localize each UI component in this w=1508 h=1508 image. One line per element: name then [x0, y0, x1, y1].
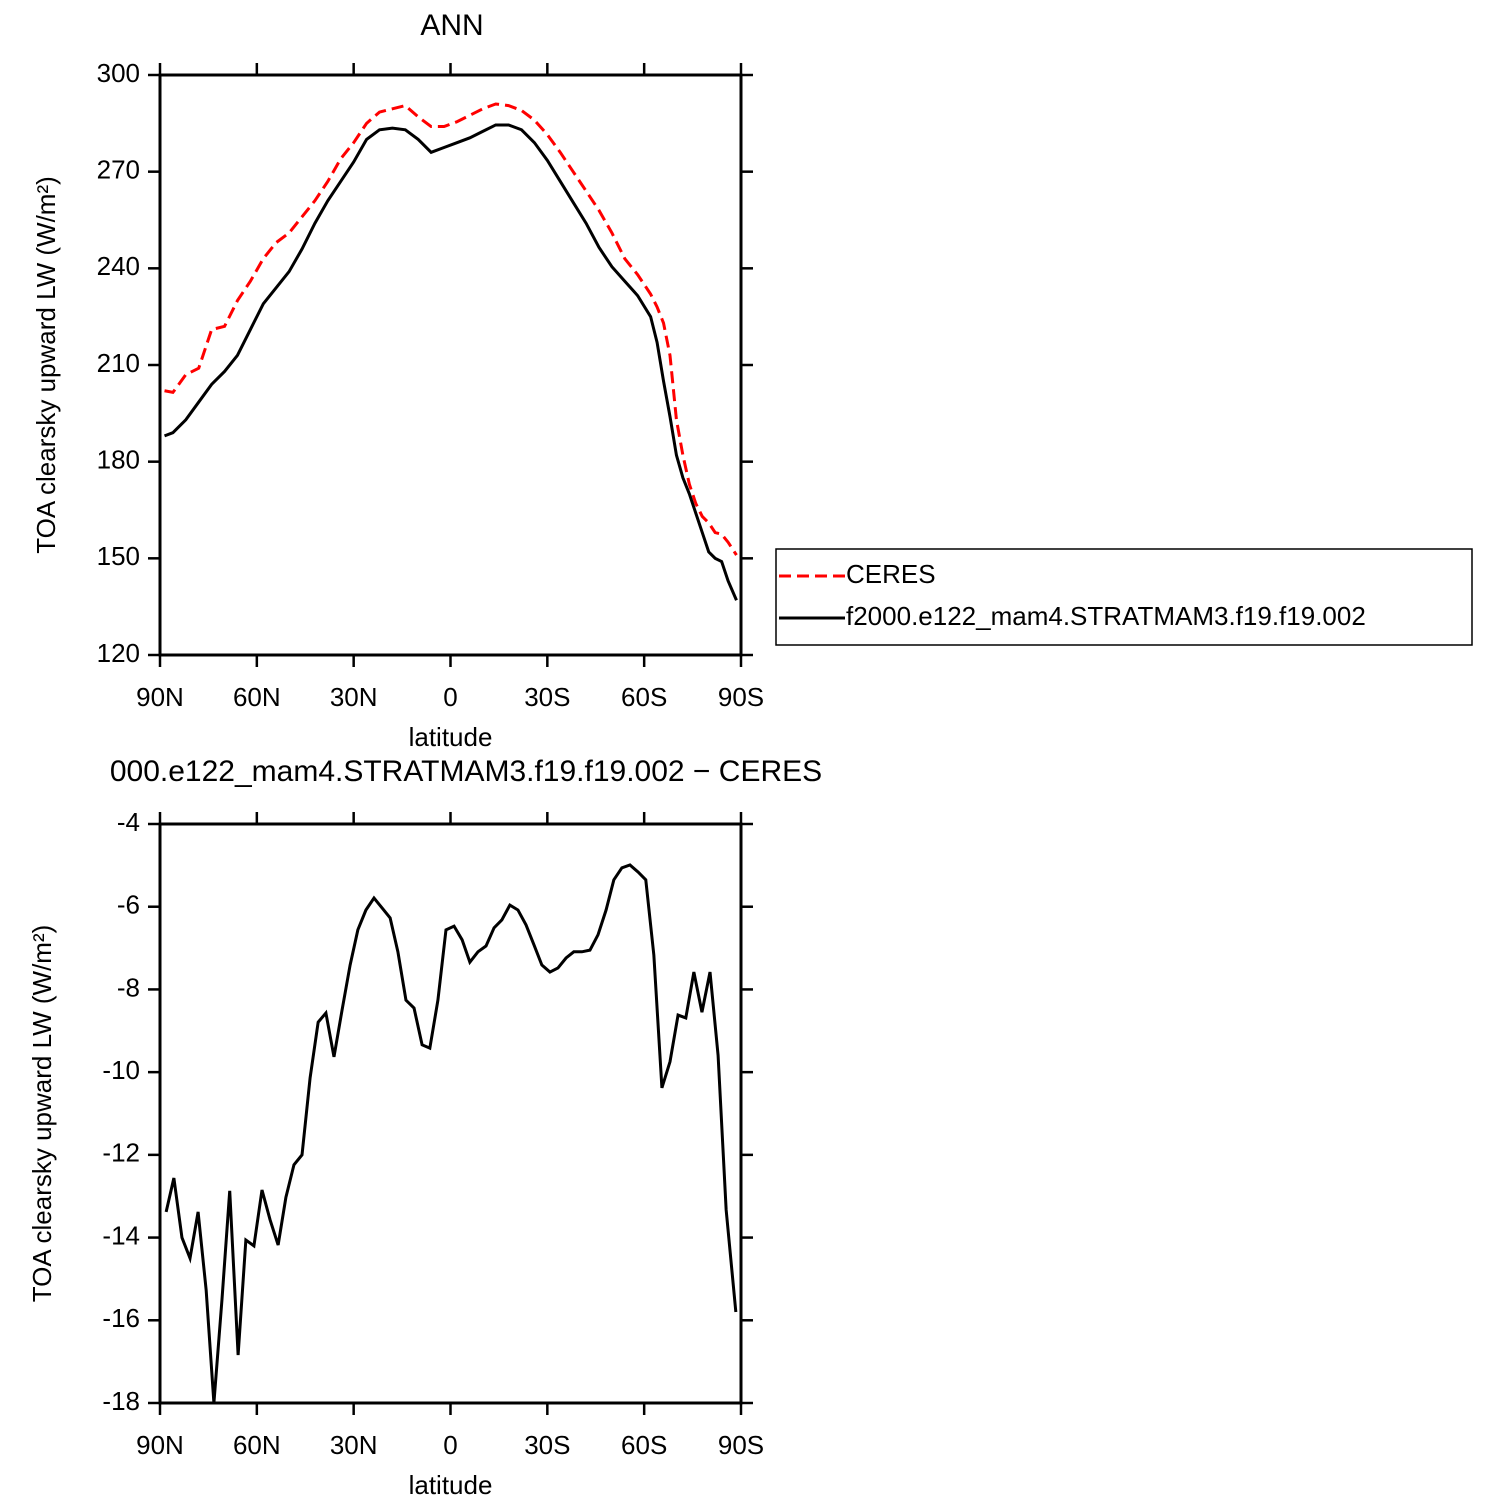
x-tick-label: 0 [443, 1430, 457, 1460]
y-tick-label: 270 [97, 155, 140, 185]
y-tick-label: -12 [102, 1138, 140, 1168]
y-tick-label: -18 [102, 1386, 140, 1416]
chart-title: ANN [420, 9, 483, 42]
x-tick-label: 90S [718, 682, 764, 712]
data-line [164, 102, 738, 556]
y-axis-label: TOA clearsky upward LW (W/m²) [27, 925, 57, 1303]
y-tick-label: -16 [102, 1303, 140, 1333]
x-tick-label: 30N [330, 1430, 378, 1460]
x-tick-label: 0 [443, 682, 457, 712]
x-tick-label: 30S [524, 1430, 570, 1460]
data-line [163, 123, 738, 601]
y-tick-label: -14 [102, 1220, 140, 1250]
x-axis-label: latitude [409, 1470, 493, 1500]
legend-label: CERES [846, 559, 936, 589]
x-tick-label: 60S [621, 682, 667, 712]
x-tick-label: 90N [136, 682, 184, 712]
legend-label: f2000.e122_mam4.STRATMAM3.f19.f19.002 [846, 601, 1366, 631]
y-tick-label: 120 [97, 638, 140, 668]
y-tick-label: 210 [97, 348, 140, 378]
y-tick-label: -6 [117, 890, 140, 920]
x-tick-label: 90S [718, 1430, 764, 1460]
x-axis-label: latitude [409, 722, 493, 752]
y-tick-label: 240 [97, 251, 140, 281]
y-axis-label: TOA clearsky upward LW (W/m²) [31, 176, 61, 554]
chart-title: 000.e122_mam4.STRATMAM3.f19.f19.002 − CE… [110, 755, 822, 788]
y-tick-label: 150 [97, 541, 140, 571]
y-tick-label: 180 [97, 445, 140, 475]
y-tick-label: -8 [117, 972, 140, 1002]
x-tick-label: 90N [136, 1430, 184, 1460]
x-tick-label: 60N [233, 682, 281, 712]
x-tick-label: 60N [233, 1430, 281, 1460]
y-tick-label: -10 [102, 1055, 140, 1085]
plot-frame [158, 73, 743, 657]
plot-frame [158, 822, 743, 1405]
x-tick-label: 30N [330, 682, 378, 712]
x-tick-label: 60S [621, 1430, 667, 1460]
y-tick-label: 300 [97, 58, 140, 88]
legend-box [775, 548, 1473, 646]
data-line [164, 863, 738, 1404]
x-tick-label: 30S [524, 682, 570, 712]
y-tick-label: -4 [117, 807, 140, 837]
